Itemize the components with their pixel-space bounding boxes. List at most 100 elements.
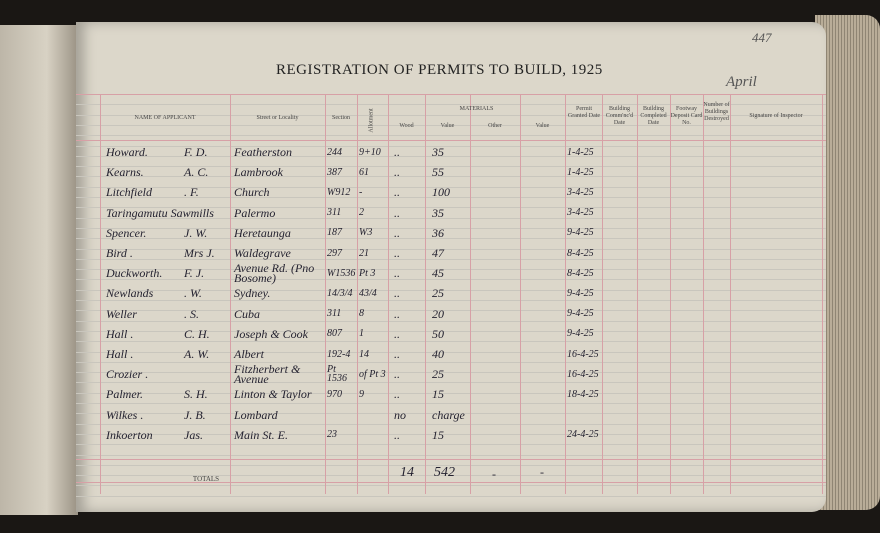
cell-street: Joseph & Cook [234, 326, 308, 341]
cell-name: Palmer. [106, 387, 143, 402]
cell-date: 16-4-25 [567, 368, 599, 380]
cell-value: 50 [432, 326, 444, 341]
cell-allot [359, 425, 387, 445]
cell-street: Albert [234, 347, 264, 361]
ruled-line [76, 186, 826, 188]
left-page [0, 25, 78, 515]
cell-date: 16-4-25 [567, 348, 599, 360]
ruled-line [76, 330, 826, 332]
ruled-line [76, 176, 826, 178]
cell-name: Duckworth. [106, 266, 163, 281]
ruled-line [76, 382, 826, 384]
ruled-line [76, 166, 826, 168]
ruled-line [76, 372, 826, 374]
cell-value: 35 [432, 205, 444, 220]
cell-allot: W3 [359, 227, 373, 239]
ruled-line [76, 124, 826, 126]
cell-street: Linton & Taylor [234, 387, 312, 402]
ruled-line [76, 454, 826, 456]
column-rule [470, 94, 471, 494]
cell-value: 15 [432, 427, 444, 442]
cell-date: 24-4-25 [567, 429, 599, 441]
ruled-line [76, 485, 826, 487]
cell-street: Heretaunga [234, 225, 291, 240]
cell-value: 40 [432, 347, 444, 361]
header-completed-date: Building Completed Date [640, 106, 667, 126]
cell-init: S. H. [184, 387, 208, 402]
cell-allot: 1 [359, 328, 364, 340]
header-name: NAME OF APPLICANT [134, 115, 196, 121]
cell-init: C. H. [184, 326, 210, 341]
ruled-line [76, 269, 826, 271]
header-other: Other [488, 123, 502, 129]
ruled-line [76, 351, 826, 353]
column-rule [520, 94, 521, 494]
cell-wood: .. [394, 145, 400, 159]
cell-section: Pt 1536 [327, 364, 347, 385]
cell-allot: 8 [359, 308, 364, 320]
header-rule [76, 482, 826, 483]
ruled-line [76, 341, 826, 343]
ruled-line [76, 238, 826, 240]
cell-section: 23 [327, 429, 337, 441]
cell-street: Palermo [234, 205, 276, 220]
ruled-line [76, 361, 826, 363]
ruled-line [76, 207, 826, 209]
cell-street: Main St. E. [234, 427, 288, 442]
header-commenced-date: Building Comm'nc'd Date [605, 106, 634, 126]
cell-value: 47 [432, 246, 444, 260]
cell-name: Wilkes . [106, 407, 144, 422]
header-permit-date: Permit Granted Date [567, 106, 601, 119]
cell-section: 297 [327, 247, 342, 259]
header-signature: Signature of Inspector [749, 113, 803, 119]
cell-name: Kearns. [106, 165, 144, 180]
cell-value: 45 [432, 266, 444, 281]
cell-section: W1536 [327, 267, 356, 279]
header-value-2: Value [535, 123, 550, 129]
header-section: Section [332, 115, 350, 121]
header-destroyed: Number of Buildings Destroyed [703, 102, 730, 122]
cell-street: Waldegrave [234, 246, 291, 260]
cell-street: Cuba [234, 306, 261, 321]
cell-date: 8-4-25 [567, 247, 594, 259]
ruled-line [76, 310, 826, 312]
cell-name: Spencer. [106, 225, 147, 240]
cell-allot: - [359, 186, 363, 198]
column-rule [100, 94, 101, 494]
cell-wood: .. [394, 387, 400, 402]
ruled-line [76, 217, 826, 219]
cell-allot: Pt 3 [359, 267, 376, 279]
totals-value: 542 [434, 465, 455, 480]
ruled-line [76, 104, 826, 106]
column-rule [565, 94, 566, 494]
cell-section: 14/3/4 [327, 287, 353, 299]
column-rule [357, 94, 358, 494]
cell-date: 3-4-25 [567, 207, 594, 219]
ruled-line [76, 155, 826, 157]
ruled-line [76, 300, 826, 301]
cell-allot: 9+10 [359, 146, 381, 158]
ruled-line [76, 258, 826, 260]
cell-date: 18-4-25 [567, 388, 599, 400]
cell-section: 970 [327, 388, 342, 400]
cell-street: Church [234, 185, 270, 200]
header-wood: Wood [399, 123, 414, 129]
header-rule [76, 459, 826, 460]
ruled-line [76, 475, 826, 477]
cell-value: 36 [432, 225, 444, 240]
header-rule [76, 140, 826, 141]
cell-name: Inkoerton [106, 427, 153, 442]
cell-init: Mrs J. [184, 246, 215, 260]
cell-street: Avenue Rd. (Pno Bosome) [234, 261, 315, 286]
totals-label: TOTALS [192, 475, 220, 483]
cell-date: 9-4-25 [567, 227, 594, 239]
cell-name: Litchfield [106, 185, 152, 200]
cell-allot: 2 [359, 207, 364, 219]
cell-init: F. J. [184, 266, 205, 281]
cell-allot: 21 [359, 247, 369, 259]
cell-wood: .. [394, 427, 400, 442]
cell-value: 55 [432, 165, 444, 180]
cell-allot: 43/4 [359, 287, 377, 299]
cell-street: Fitzherbert & Avenue [234, 362, 301, 387]
cell-init: . S. [184, 306, 199, 321]
